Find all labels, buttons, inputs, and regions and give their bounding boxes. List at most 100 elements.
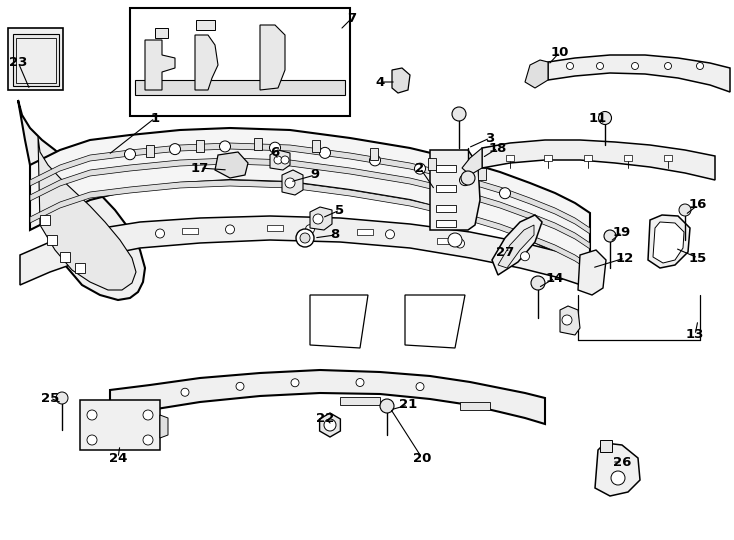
Polygon shape <box>648 215 690 268</box>
Circle shape <box>459 174 470 186</box>
Text: 18: 18 <box>489 141 507 154</box>
Polygon shape <box>145 40 175 90</box>
Circle shape <box>531 276 545 290</box>
Circle shape <box>567 63 573 70</box>
Text: 15: 15 <box>689 252 707 265</box>
Bar <box>664 155 672 161</box>
Circle shape <box>631 63 639 70</box>
Circle shape <box>300 233 310 243</box>
Circle shape <box>500 188 511 199</box>
Bar <box>436 205 456 212</box>
Circle shape <box>415 163 426 174</box>
Polygon shape <box>600 440 612 452</box>
Bar <box>436 165 456 172</box>
Text: 14: 14 <box>546 272 564 285</box>
Bar <box>8 28 63 90</box>
Circle shape <box>125 148 136 160</box>
Text: 24: 24 <box>109 451 127 464</box>
Text: 6: 6 <box>270 145 280 159</box>
Circle shape <box>143 410 153 420</box>
Bar <box>60 252 70 262</box>
Bar <box>357 229 373 235</box>
Polygon shape <box>155 28 168 38</box>
Text: 13: 13 <box>686 328 704 341</box>
Polygon shape <box>595 443 640 496</box>
Polygon shape <box>195 35 218 90</box>
Bar <box>267 225 283 231</box>
Bar <box>130 8 350 116</box>
Circle shape <box>562 315 572 325</box>
Polygon shape <box>30 128 590 272</box>
Polygon shape <box>462 148 482 175</box>
Bar <box>75 263 85 273</box>
Polygon shape <box>196 20 215 30</box>
Text: 9: 9 <box>310 168 319 181</box>
Circle shape <box>285 178 295 188</box>
Bar <box>47 235 57 245</box>
Circle shape <box>181 388 189 396</box>
Polygon shape <box>30 158 590 249</box>
Text: 2: 2 <box>415 161 424 174</box>
Text: 5: 5 <box>335 204 344 217</box>
Circle shape <box>461 171 475 185</box>
Bar <box>196 140 204 152</box>
Polygon shape <box>482 140 715 180</box>
Bar <box>312 140 320 152</box>
Polygon shape <box>18 100 145 300</box>
Text: 12: 12 <box>616 252 634 265</box>
Bar <box>460 402 490 410</box>
Text: 17: 17 <box>191 161 209 174</box>
Circle shape <box>313 214 323 224</box>
Polygon shape <box>215 152 248 178</box>
Bar <box>370 148 378 160</box>
Circle shape <box>219 141 230 152</box>
Circle shape <box>416 383 424 390</box>
Polygon shape <box>498 225 534 268</box>
Text: 26: 26 <box>613 456 631 469</box>
Bar <box>340 397 380 405</box>
Text: 10: 10 <box>550 45 569 58</box>
Bar <box>182 228 198 234</box>
Text: 22: 22 <box>316 411 334 424</box>
Circle shape <box>369 155 380 166</box>
Circle shape <box>604 230 616 242</box>
Polygon shape <box>319 413 341 437</box>
Polygon shape <box>560 306 580 335</box>
Bar <box>478 168 486 180</box>
Circle shape <box>225 225 234 234</box>
Circle shape <box>305 225 314 234</box>
Polygon shape <box>548 55 730 92</box>
Text: 7: 7 <box>347 11 357 24</box>
Circle shape <box>356 379 364 387</box>
Polygon shape <box>270 150 290 170</box>
Text: 8: 8 <box>330 228 340 241</box>
Circle shape <box>611 471 625 485</box>
Circle shape <box>87 410 97 420</box>
Text: 19: 19 <box>613 226 631 239</box>
Circle shape <box>324 419 336 431</box>
Polygon shape <box>110 370 545 424</box>
Text: 11: 11 <box>589 111 607 125</box>
Circle shape <box>281 156 289 164</box>
Circle shape <box>385 230 394 239</box>
Circle shape <box>296 229 314 247</box>
Circle shape <box>170 144 181 154</box>
Text: 4: 4 <box>375 76 385 89</box>
Circle shape <box>56 392 68 404</box>
Circle shape <box>319 147 330 158</box>
Circle shape <box>156 229 164 238</box>
Bar <box>437 238 453 244</box>
Polygon shape <box>492 215 542 275</box>
Bar <box>146 145 154 157</box>
Bar <box>544 155 552 161</box>
Polygon shape <box>30 143 590 234</box>
Circle shape <box>448 233 462 247</box>
Circle shape <box>597 63 603 70</box>
Polygon shape <box>282 170 303 195</box>
Bar <box>80 400 160 450</box>
Circle shape <box>520 252 529 261</box>
Polygon shape <box>160 415 168 438</box>
Circle shape <box>274 156 282 164</box>
Text: 16: 16 <box>688 199 707 212</box>
Circle shape <box>143 435 153 445</box>
